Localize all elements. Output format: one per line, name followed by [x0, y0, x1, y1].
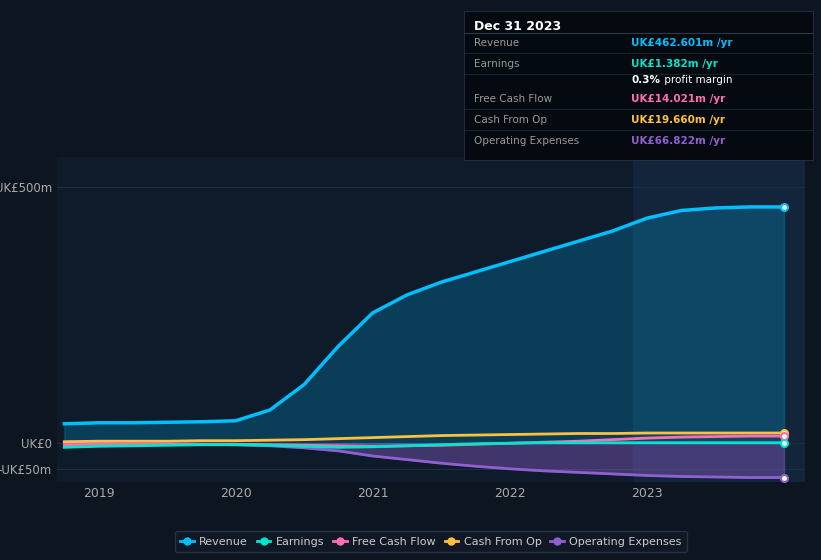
Text: UK£1.382m /yr: UK£1.382m /yr	[631, 59, 718, 69]
Text: UK£19.660m /yr: UK£19.660m /yr	[631, 115, 725, 125]
Text: 0.3%: 0.3%	[631, 75, 660, 85]
Text: UK£14.021m /yr: UK£14.021m /yr	[631, 94, 726, 104]
Text: UK£462.601m /yr: UK£462.601m /yr	[631, 38, 733, 48]
Text: Dec 31 2023: Dec 31 2023	[475, 20, 562, 33]
Text: Earnings: Earnings	[475, 59, 520, 69]
Legend: Revenue, Earnings, Free Cash Flow, Cash From Op, Operating Expenses: Revenue, Earnings, Free Cash Flow, Cash …	[175, 531, 687, 552]
Text: Operating Expenses: Operating Expenses	[475, 136, 580, 146]
Text: Free Cash Flow: Free Cash Flow	[475, 94, 553, 104]
Bar	[633, 157, 805, 482]
Text: Cash From Op: Cash From Op	[475, 115, 548, 125]
Text: UK£66.822m /yr: UK£66.822m /yr	[631, 136, 726, 146]
Text: Revenue: Revenue	[475, 38, 520, 48]
Text: profit margin: profit margin	[661, 75, 732, 85]
